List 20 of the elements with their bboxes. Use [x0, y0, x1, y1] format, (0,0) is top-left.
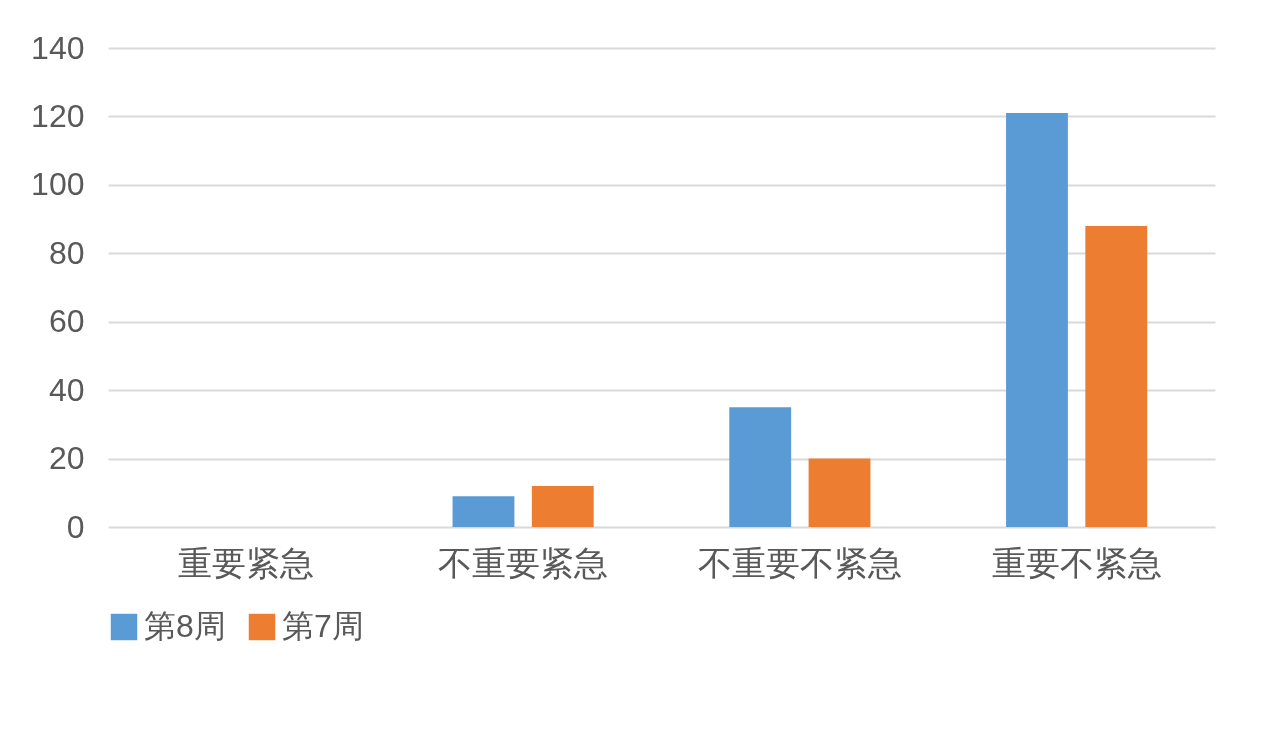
- y-tick-label: 120: [31, 97, 85, 134]
- x-tick-label: 不重要紧急: [438, 543, 609, 582]
- legend-label: 第8周: [144, 608, 226, 644]
- y-tick-label: 100: [31, 166, 85, 203]
- y-tick-label: 60: [48, 303, 85, 340]
- x-tick-label: 重要不紧急: [991, 543, 1162, 582]
- y-tick-label: 40: [48, 371, 85, 408]
- bar: [1085, 225, 1148, 527]
- legend-label: 第7周: [282, 608, 364, 644]
- bar: [452, 496, 515, 527]
- y-tick-label: 140: [31, 29, 85, 66]
- x-tick-label: 重要紧急: [178, 543, 315, 582]
- bar: [1006, 113, 1068, 527]
- y-tick-label: 0: [66, 508, 85, 545]
- y-tick-label: 20: [48, 440, 85, 477]
- x-tick-label: 不重要不紧急: [697, 543, 902, 582]
- y-tick-label: 80: [48, 234, 85, 271]
- bar: [808, 458, 871, 527]
- bar: [531, 485, 594, 527]
- bar: [729, 407, 792, 527]
